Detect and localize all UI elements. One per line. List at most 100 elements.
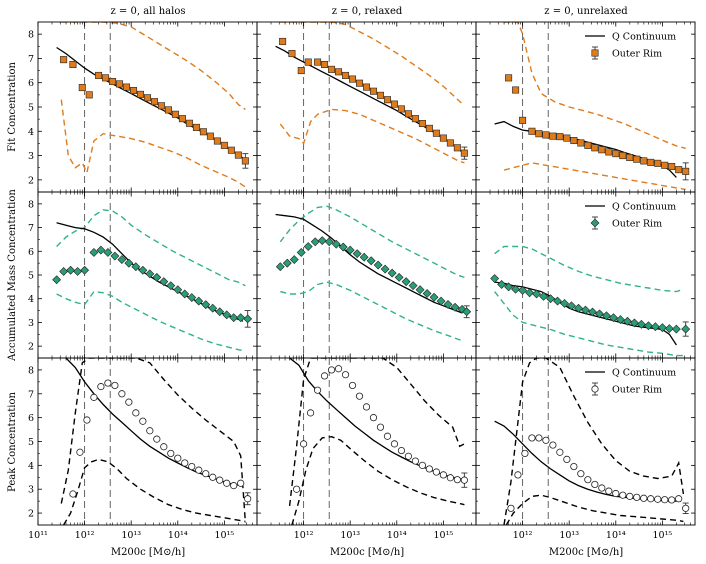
data-point-square — [349, 75, 357, 83]
panel-peak-unrelaxed: 10¹² 10¹³ 10¹⁴ 10¹⁵ Q Continuum Outer Rim — [475, 357, 696, 541]
upper-bound-line — [504, 22, 686, 149]
panel-plot-area — [494, 22, 690, 192]
data-point-diamond — [373, 260, 383, 270]
panel-plot-area — [56, 22, 249, 192]
data-point-square — [390, 100, 398, 108]
data-point-diamond — [296, 248, 306, 257]
data-point-square — [556, 133, 564, 141]
x-tick-label: 10¹⁵ — [215, 530, 235, 541]
data-point-square — [668, 163, 676, 171]
data-point-circle — [507, 504, 515, 512]
data-point-square — [335, 68, 343, 76]
data-point-diamond — [152, 272, 162, 282]
data-point-circle — [397, 446, 406, 455]
data-point-diamond — [588, 307, 597, 317]
data-point-square — [102, 74, 110, 82]
data-point-diamond — [650, 322, 660, 332]
col-title-unrelaxed: z = 0, unrelaxed — [544, 6, 628, 17]
data-point-diamond — [289, 255, 299, 265]
y-tick-label: 3 — [28, 485, 34, 496]
y-tick-label: 2 — [28, 342, 34, 353]
data-point-circle — [76, 448, 84, 456]
data-point-square — [220, 141, 228, 149]
data-point-circle — [195, 466, 203, 474]
y-tick-label: 6 — [28, 247, 34, 258]
x-tick-label: 10¹³ — [559, 530, 579, 541]
data-point-square — [633, 155, 641, 163]
data-point-diamond — [394, 272, 404, 282]
x-tick-label: 10¹² — [294, 530, 314, 541]
data-point-circle — [341, 371, 350, 379]
data-point-diamond — [317, 236, 327, 246]
data-point-circle — [549, 441, 557, 449]
data-point-diamond — [450, 302, 460, 312]
data-point-diamond — [443, 299, 453, 309]
data-point-square — [591, 144, 599, 152]
y-tick-label: 4 — [28, 127, 34, 138]
data-point-circle — [418, 461, 427, 469]
data-point-square — [528, 127, 536, 135]
data-point-diamond — [436, 296, 446, 306]
data-point-circle — [237, 479, 245, 487]
data-point-diamond — [581, 305, 590, 315]
data-point-diamond — [159, 277, 169, 287]
y-tick-label: 4 — [28, 294, 34, 305]
legend-points-label: Outer Rim — [612, 49, 662, 60]
data-point-square — [69, 60, 77, 68]
data-point-square — [460, 149, 468, 157]
data-point-circle — [216, 476, 224, 484]
data-point-square — [144, 94, 152, 102]
data-point-diamond — [636, 319, 646, 329]
y-tick-label: 7 — [28, 54, 34, 65]
data-point-square — [85, 91, 93, 99]
data-point-square — [60, 56, 68, 64]
data-point-diamond — [345, 245, 355, 255]
panel-plot-area — [275, 192, 472, 358]
data-point-square — [157, 102, 165, 110]
data-point-diamond — [236, 313, 246, 323]
legend-marker-circle — [591, 385, 599, 393]
y-tick-label: 7 — [28, 389, 34, 400]
panel-plot-area — [52, 192, 253, 358]
data-point-square — [199, 128, 207, 136]
panel-peak-all: 2 3 4 5 6 7 8 10¹¹ 10¹² 10¹³ 10¹⁴ 10¹⁵ — [28, 357, 258, 541]
data-point-square — [512, 86, 520, 94]
data-point-circle — [181, 459, 189, 467]
data-point-square — [563, 134, 571, 142]
data-point-diamond — [609, 313, 618, 323]
data-point-square — [178, 115, 186, 123]
data-point-circle — [542, 436, 550, 444]
y-tick-label: 5 — [28, 271, 34, 282]
lower-bound-line — [503, 162, 686, 191]
data-point-circle — [605, 487, 613, 495]
y-tick-label: 2 — [28, 509, 34, 520]
data-point-diamond — [490, 274, 500, 283]
panel-plot-area — [494, 358, 690, 525]
data-point-square — [288, 50, 296, 58]
data-point-square — [328, 65, 336, 73]
data-point-square — [109, 78, 117, 86]
x-tick-label: 10¹² — [75, 530, 95, 541]
panel-acc-unrelaxed: Q Continuum Outer Rim — [475, 191, 696, 359]
data-point-diamond — [525, 288, 535, 298]
data-point-diamond — [560, 299, 569, 308]
panel-plot-area — [60, 358, 252, 525]
data-point-square — [342, 71, 350, 79]
data-point-diamond — [96, 245, 106, 255]
data-point-circle — [404, 452, 413, 460]
data-point-diamond — [664, 324, 674, 334]
q-continuum-line — [275, 213, 463, 314]
x-tick-label: 10¹¹ — [28, 530, 48, 541]
data-point-diamond — [222, 310, 232, 320]
xlabel-all: M200c [M⊙/h] — [111, 547, 185, 558]
data-point-diamond — [359, 252, 369, 262]
x-tick-label: 10¹⁵ — [653, 530, 673, 541]
data-point-diamond — [387, 268, 397, 278]
data-point-diamond — [623, 316, 632, 326]
data-point-square — [598, 146, 606, 154]
lower-bound-line — [505, 494, 684, 525]
data-point-diamond — [422, 289, 432, 298]
panel-grid: 2 3 4 5 6 7 8 Q Continuum Outer Rim 2 3 4 5 6 7 8 Q Cont… — [28, 21, 696, 541]
y-tick-label: 5 — [28, 103, 34, 114]
data-point-square — [446, 139, 454, 147]
